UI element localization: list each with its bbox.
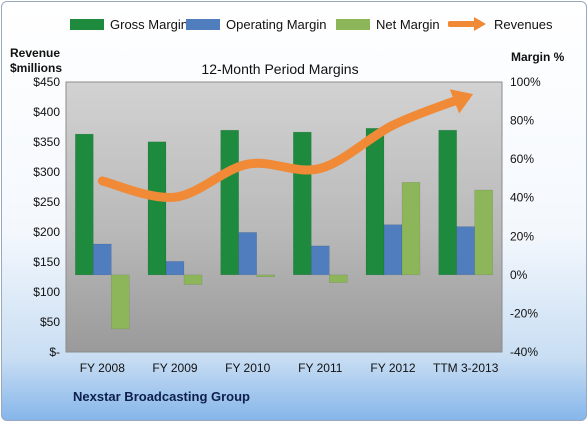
left-tick-label-5: $250 bbox=[33, 195, 60, 209]
left-axis-title-line1: Revenue bbox=[10, 46, 61, 60]
left-axis-title-line2: $millions bbox=[10, 61, 63, 75]
bar-net-margin-4 bbox=[401, 182, 421, 276]
left-tick-label-6: $300 bbox=[33, 165, 60, 179]
right-tick-label-6: 80% bbox=[510, 114, 534, 128]
right-tick-label-4: 40% bbox=[510, 191, 534, 205]
right-tick-label-7: 100% bbox=[510, 75, 541, 89]
legend-label-gross-margin: Gross Margin bbox=[110, 16, 189, 32]
legend-item-revenues: Revenues bbox=[448, 14, 553, 34]
right-axis-ticks: -40% -20% 0% 20% 40% 60% 80% 100% bbox=[510, 75, 541, 359]
left-tick-label-9: $450 bbox=[33, 75, 60, 89]
legend-item-net-margin: Net Margin bbox=[336, 14, 440, 34]
revenue-line-layer bbox=[97, 89, 474, 202]
right-axis-title: Margin % bbox=[511, 50, 565, 64]
right-tick-label-2: 0% bbox=[510, 268, 528, 282]
x-tick-label-1: FY 2009 bbox=[152, 361, 197, 375]
x-tick-label-2: FY 2010 bbox=[225, 361, 270, 375]
bar-gross-margin-4 bbox=[365, 128, 385, 276]
legend-arrow-icon bbox=[448, 17, 486, 31]
bar-operating-margin-2 bbox=[238, 232, 257, 276]
company-name: Nexstar Broadcasting Group bbox=[73, 389, 250, 404]
legend: Gross Margin Operating Margin Net Margin… bbox=[0, 14, 588, 34]
x-tick-label-0: FY 2008 bbox=[80, 361, 125, 375]
bar-gross-margin-3 bbox=[293, 131, 312, 276]
bar-net-margin-0 bbox=[111, 274, 130, 330]
legend-swatch-gross-margin bbox=[70, 18, 104, 30]
left-tick-label-3: $150 bbox=[33, 255, 60, 269]
revenue-line bbox=[97, 92, 471, 202]
x-tick-label-3: FY 2011 bbox=[298, 361, 343, 375]
plot-area bbox=[65, 81, 503, 353]
bar-gross-margin-2 bbox=[220, 129, 239, 276]
bar-net-margin-2 bbox=[256, 274, 275, 278]
left-tick-label-8: $400 bbox=[33, 105, 60, 119]
bar-net-margin-3 bbox=[329, 274, 348, 283]
left-axis-title: Revenue $millions bbox=[10, 46, 62, 76]
left-tick-label-2: $100 bbox=[33, 285, 60, 299]
bar-gross-margin-0 bbox=[75, 133, 94, 276]
left-axis-ticks: $- $50 $100 $150 $200 $250 $300 $350 $400 $450 bbox=[33, 75, 60, 359]
left-tick-label-7: $350 bbox=[33, 135, 60, 149]
x-tick-label-4: FY 2012 bbox=[370, 361, 415, 375]
right-tick-label-5: 60% bbox=[510, 152, 534, 166]
chart-title: 12-Month Period Margins bbox=[201, 61, 359, 77]
legend-label-net-margin: Net Margin bbox=[376, 16, 440, 32]
legend-label-operating-margin: Operating Margin bbox=[226, 16, 327, 32]
bar-operating-margin-3 bbox=[311, 245, 330, 276]
bar-operating-margin-5 bbox=[456, 226, 475, 276]
right-tick-label-0: -40% bbox=[510, 345, 538, 359]
bar-gross-margin-1 bbox=[147, 141, 167, 276]
legend-swatch-net-margin bbox=[336, 18, 370, 30]
x-axis-ticks: FY 2008 FY 2009 FY 2010 FY 2011 FY 2012 TTM 3… bbox=[80, 361, 499, 375]
left-tick-label-4: $200 bbox=[33, 225, 60, 239]
revenue-arrowhead bbox=[449, 89, 474, 114]
left-tick-label-1: $50 bbox=[40, 315, 60, 329]
right-tick-label-3: 20% bbox=[510, 229, 534, 243]
legend-item-operating-margin: Operating Margin bbox=[186, 14, 326, 34]
bar-operating-margin-1 bbox=[165, 261, 185, 276]
bar-gross-margin-5 bbox=[438, 129, 457, 276]
legend-label-revenues: Revenues bbox=[494, 16, 553, 32]
legend-item-gross-margin: Gross Margin bbox=[70, 14, 188, 34]
bar-operating-margin-0 bbox=[93, 243, 112, 276]
bar-net-margin-1 bbox=[183, 274, 203, 285]
legend-swatch-operating-margin bbox=[186, 18, 220, 30]
left-tick-label-0: $- bbox=[49, 345, 60, 359]
bar-operating-margin-4 bbox=[383, 224, 403, 276]
right-tick-label-1: -20% bbox=[510, 306, 538, 320]
bar-net-margin-5 bbox=[474, 189, 493, 276]
x-tick-label-5: TTM 3-2013 bbox=[433, 361, 499, 375]
